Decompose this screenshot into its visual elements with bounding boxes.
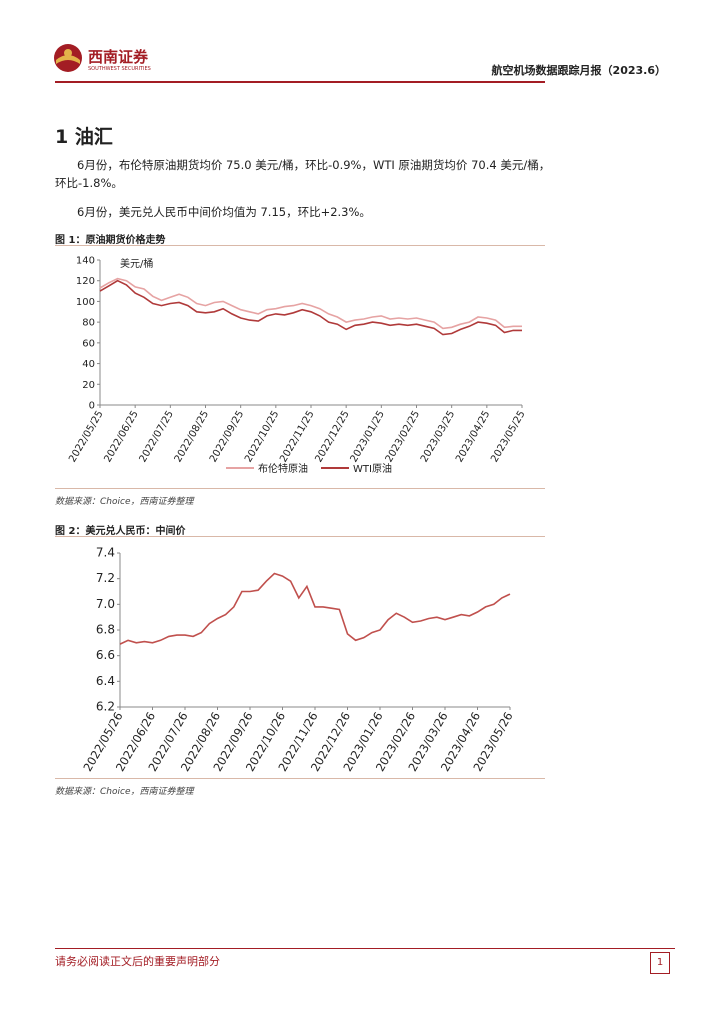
- legend-label: 布伦特原油: [258, 462, 308, 475]
- caption-rule: [55, 536, 545, 537]
- y-tick-label: 7.0: [96, 597, 115, 611]
- x-tick-label: 2022/11/25: [278, 409, 316, 464]
- x-tick-label: 2022/12/25: [313, 409, 351, 464]
- x-tick-label: 2022/08/25: [173, 409, 211, 464]
- paragraph: 6月份，美元兑人民币中间价均值为 7.15，环比+2.3%。: [77, 205, 371, 219]
- y-tick-label: 6.6: [96, 648, 115, 662]
- x-tick-label: 2023/04/25: [454, 409, 492, 464]
- data-line: [119, 572, 511, 645]
- report-title: 航空机场数据跟踪月报（2023.6）: [491, 64, 666, 77]
- figure-caption: 图 2：美元兑人民币：中间价: [55, 526, 186, 537]
- x-tick-label: 2022/07/25: [138, 409, 176, 464]
- x-tick-label: 2023/02/25: [384, 409, 422, 464]
- x-tick-label: 2022/10/25: [243, 409, 281, 464]
- x-tick-label: 2023/05/25: [489, 409, 527, 464]
- x-tick-label: 2022/09/25: [208, 409, 246, 464]
- y-tick-label: 6.4: [96, 674, 115, 688]
- source-note: 数据来源：Choice，西南证券整理: [55, 497, 194, 507]
- caption-rule: [55, 245, 545, 246]
- data-line: [99, 279, 522, 336]
- y-tick-label: 7.4: [96, 546, 115, 560]
- footer-notice: 请务必阅读正文后的重要声明部分: [55, 955, 220, 968]
- chart-rule: [55, 778, 545, 779]
- section-heading: 1 油汇: [55, 126, 113, 148]
- legend-label: WTI原油: [353, 462, 392, 475]
- logo-mark: [54, 44, 82, 72]
- source-note: 数据来源：Choice，西南证券整理: [55, 787, 194, 797]
- x-tick-label: 2022/06/25: [102, 409, 140, 464]
- y-tick-label: 6.2: [96, 700, 115, 714]
- x-tick-label: 2023/03/25: [419, 409, 457, 464]
- chart-rule: [55, 488, 545, 489]
- y-unit-label: 美元/桶: [120, 257, 153, 270]
- chart: 0204060801001201402022/05/252022/06/2520…: [67, 256, 527, 476]
- x-tick-label: 2023/01/25: [349, 409, 387, 464]
- y-tick-label: 0: [89, 401, 95, 412]
- figure-caption: 图 1：原油期货价格走势: [55, 235, 166, 246]
- page-number: 1: [650, 952, 670, 974]
- y-tick-label: 7.2: [96, 571, 115, 585]
- y-tick-label: 120: [76, 276, 95, 287]
- y-tick-label: 80: [82, 318, 95, 329]
- y-tick-label: 60: [82, 338, 95, 349]
- y-tick-label: 40: [82, 359, 95, 370]
- logo-english: SOUTHWEST SECURITIES: [88, 66, 151, 72]
- chart: 6.26.46.66.87.07.27.42022/05/262022/06/2…: [80, 546, 515, 774]
- y-tick-label: 100: [76, 297, 95, 308]
- x-tick-label: 2022/05/25: [67, 409, 105, 464]
- header-rule: [55, 81, 545, 83]
- footer-rule: [55, 948, 675, 949]
- y-tick-label: 6.8: [96, 623, 115, 637]
- y-tick-label: 140: [76, 256, 95, 267]
- logo-name: 西南证券: [88, 48, 149, 66]
- data-line: [99, 277, 522, 330]
- y-tick-label: 20: [82, 380, 95, 391]
- paragraph: 6月份，布伦特原油期货均价 75.0 美元/桶，环比-0.9%，WTI 原油期货…: [55, 158, 551, 190]
